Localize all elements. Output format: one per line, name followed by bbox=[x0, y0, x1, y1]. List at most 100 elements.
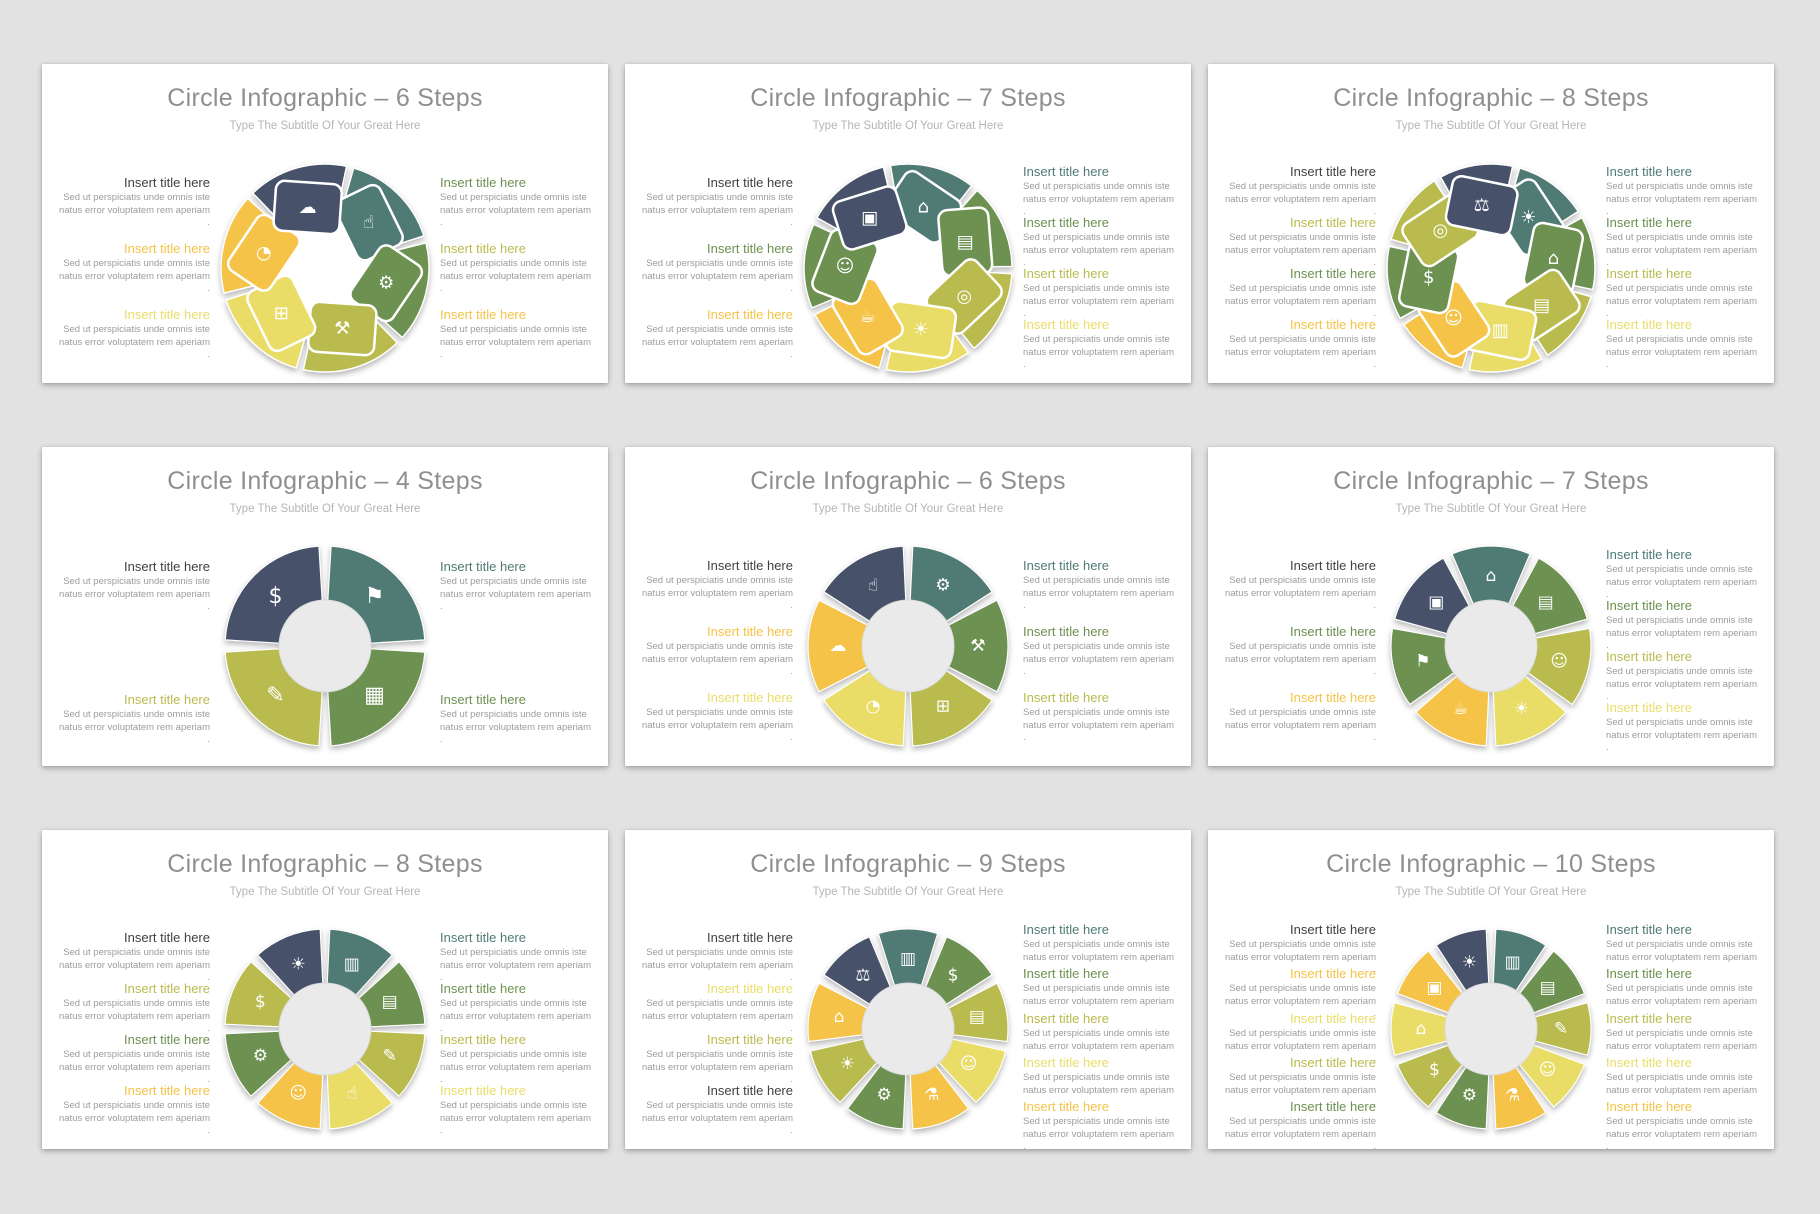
step-text-block: Insert title here Sed ut perspiciatis und… bbox=[1023, 215, 1179, 270]
step-text-block: Insert title here Sed ut perspiciatis und… bbox=[440, 241, 596, 296]
step-body: Sed ut perspiciatis unde omnis iste natu… bbox=[1606, 983, 1758, 1019]
step-body: Sed ut perspiciatis unde omnis iste natu… bbox=[1023, 1072, 1175, 1108]
step-body: Sed ut perspiciatis unde omnis iste natu… bbox=[1224, 575, 1376, 611]
cart-icon: ⊞ bbox=[936, 697, 950, 717]
building-icon: ⌂ bbox=[834, 1007, 845, 1027]
step-body: Sed ut perspiciatis unde omnis iste natu… bbox=[58, 947, 210, 983]
step-text-block: Insert title here Sed ut perspiciatis und… bbox=[1220, 624, 1376, 679]
step-text-block: Insert title here Sed ut perspiciatis und… bbox=[1606, 922, 1762, 977]
slide-subtitle: Type The Subtitle Of Your Great Here bbox=[229, 120, 421, 132]
segment-navy bbox=[272, 179, 343, 236]
pie-chart-icon: ◔ bbox=[256, 242, 272, 263]
step-body: Sed ut perspiciatis unde omnis iste natu… bbox=[1606, 1072, 1758, 1108]
center-circle bbox=[1444, 599, 1538, 693]
step-body: Sed ut perspiciatis unde omnis iste natu… bbox=[1224, 283, 1376, 319]
step-body: Sed ut perspiciatis unde omnis iste natu… bbox=[1606, 283, 1758, 319]
gears-icon: ⚙ bbox=[876, 1085, 891, 1105]
circle-infographic-8-steps: ☀ ⌂ ▤ ▥ ☺ $ ◎ ⚖ bbox=[1386, 163, 1596, 373]
document-icon: ✎ bbox=[383, 1046, 397, 1066]
step-text-block: Insert title here Sed ut perspiciatis und… bbox=[637, 307, 793, 362]
step-body: Sed ut perspiciatis unde omnis iste natu… bbox=[1606, 939, 1758, 975]
right-text-column: Insert title here Sed ut perspiciatis und… bbox=[440, 447, 596, 766]
step-title: Insert title here bbox=[1023, 215, 1109, 230]
step-body: Sed ut perspiciatis unde omnis iste natu… bbox=[1224, 334, 1376, 370]
bulb-icon: ☀ bbox=[291, 954, 306, 974]
slide-title: Circle Infographic – 6 Steps bbox=[750, 467, 1066, 495]
step-body: Sed ut perspiciatis unde omnis iste natu… bbox=[1023, 283, 1175, 319]
wallet-icon: ▤ bbox=[1540, 978, 1556, 998]
step-title: Insert title here bbox=[1606, 649, 1692, 664]
step-body: Sed ut perspiciatis unde omnis iste natu… bbox=[58, 192, 210, 228]
slide-subtitle: Type The Subtitle Of Your Great Here bbox=[1395, 120, 1587, 132]
step-body: Sed ut perspiciatis unde omnis iste natu… bbox=[440, 709, 592, 745]
step-text-block: Insert title here Sed ut perspiciatis und… bbox=[54, 692, 210, 747]
pie-chart-icon: ◔ bbox=[866, 697, 881, 717]
step-text-block: Insert title here Sed ut perspiciatis und… bbox=[440, 175, 596, 230]
step-text-block: Insert title here Sed ut perspiciatis und… bbox=[1220, 266, 1376, 321]
step-title: Insert title here bbox=[124, 692, 210, 707]
step-text-block: Insert title here Sed ut perspiciatis und… bbox=[1023, 1011, 1179, 1066]
step-body: Sed ut perspiciatis unde omnis iste natu… bbox=[58, 1100, 210, 1136]
factory-icon: ⌂ bbox=[1416, 1019, 1427, 1039]
step-text-block: Insert title here Sed ut perspiciatis und… bbox=[440, 981, 596, 1036]
step-title: Insert title here bbox=[1290, 317, 1376, 332]
right-text-column: Insert title here Sed ut perspiciatis und… bbox=[1023, 64, 1179, 383]
step-text-block: Insert title here Sed ut perspiciatis und… bbox=[54, 1083, 210, 1138]
step-body: Sed ut perspiciatis unde omnis iste natu… bbox=[641, 707, 793, 743]
step-title: Insert title here bbox=[1290, 966, 1376, 981]
step-title: Insert title here bbox=[124, 930, 210, 945]
step-title: Insert title here bbox=[1023, 922, 1109, 937]
step-text-block: Insert title here Sed ut perspiciatis und… bbox=[54, 241, 210, 296]
step-body: Sed ut perspiciatis unde omnis iste natu… bbox=[1606, 666, 1758, 702]
step-body: Sed ut perspiciatis unde omnis iste natu… bbox=[440, 1100, 592, 1136]
bulb-gear-icon: ☀ bbox=[1520, 207, 1536, 228]
step-body: Sed ut perspiciatis unde omnis iste natu… bbox=[641, 258, 793, 294]
document-icon: ▤ bbox=[1538, 592, 1554, 612]
briefcase-icon: ▣ bbox=[1426, 978, 1442, 998]
step-text-block: Insert title here Sed ut perspiciatis und… bbox=[1606, 317, 1762, 372]
step-title: Insert title here bbox=[440, 559, 526, 574]
step-body: Sed ut perspiciatis unde omnis iste natu… bbox=[1606, 181, 1758, 217]
step-body: Sed ut perspiciatis unde omnis iste natu… bbox=[1023, 983, 1175, 1019]
document-icon: ▤ bbox=[957, 231, 974, 252]
bulb-icon: ☀ bbox=[1462, 952, 1477, 972]
step-title: Insert title here bbox=[1606, 922, 1692, 937]
step-text-block: Insert title here Sed ut perspiciatis und… bbox=[637, 1083, 793, 1138]
step-text-block: Insert title here Sed ut perspiciatis und… bbox=[440, 692, 596, 747]
presenter-icon: ☺ bbox=[836, 256, 855, 277]
step-title: Insert title here bbox=[1290, 266, 1376, 281]
clipboard-icon: ✎ bbox=[266, 683, 284, 708]
step-title: Insert title here bbox=[707, 1032, 793, 1047]
step-title: Insert title here bbox=[707, 624, 793, 639]
step-title: Insert title here bbox=[1023, 624, 1109, 639]
slide-title: Circle Infographic – 8 Steps bbox=[1333, 84, 1649, 112]
left-text-column: Insert title here Sed ut perspiciatis und… bbox=[637, 830, 793, 1149]
chart-icon: ▥ bbox=[1492, 320, 1509, 341]
slide-card-8: Circle Infographic – 9 Steps Type The Sub… bbox=[625, 830, 1191, 1152]
step-title: Insert title here bbox=[1023, 1055, 1109, 1070]
step-body: Sed ut perspiciatis unde omnis iste natu… bbox=[440, 258, 592, 294]
step-text-block: Insert title here Sed ut perspiciatis und… bbox=[637, 558, 793, 613]
coins-icon: $ bbox=[1423, 267, 1434, 288]
center-circle bbox=[278, 599, 372, 693]
step-title: Insert title here bbox=[1290, 922, 1376, 937]
factory-icon: ⌂ bbox=[918, 196, 929, 217]
calendar-icon: ▦ bbox=[364, 683, 385, 708]
step-body: Sed ut perspiciatis unde omnis iste natu… bbox=[58, 324, 210, 360]
step-title: Insert title here bbox=[1606, 1011, 1692, 1026]
document-icon: ✎ bbox=[1554, 1019, 1568, 1039]
slide-title: Circle Infographic – 4 Steps bbox=[167, 467, 483, 495]
report-icon: ▥ bbox=[344, 954, 360, 974]
left-text-column: Insert title here Sed ut perspiciatis und… bbox=[54, 447, 210, 766]
presentation-icon: ⚑ bbox=[365, 584, 385, 609]
step-body: Sed ut perspiciatis unde omnis iste natu… bbox=[1023, 181, 1175, 217]
idea-icon: ☀ bbox=[1514, 699, 1529, 719]
phone-coffee-icon: ☕ bbox=[1453, 699, 1468, 719]
step-body: Sed ut perspiciatis unde omnis iste natu… bbox=[641, 575, 793, 611]
right-text-column: Insert title here Sed ut perspiciatis und… bbox=[1606, 447, 1762, 766]
step-body: Sed ut perspiciatis unde omnis iste natu… bbox=[1606, 1028, 1758, 1064]
left-text-column: Insert title here Sed ut perspiciatis und… bbox=[54, 64, 210, 383]
step-body: Sed ut perspiciatis unde omnis iste natu… bbox=[440, 998, 592, 1034]
step-text-block: Insert title here Sed ut perspiciatis und… bbox=[440, 559, 596, 614]
step-title: Insert title here bbox=[1023, 690, 1109, 705]
